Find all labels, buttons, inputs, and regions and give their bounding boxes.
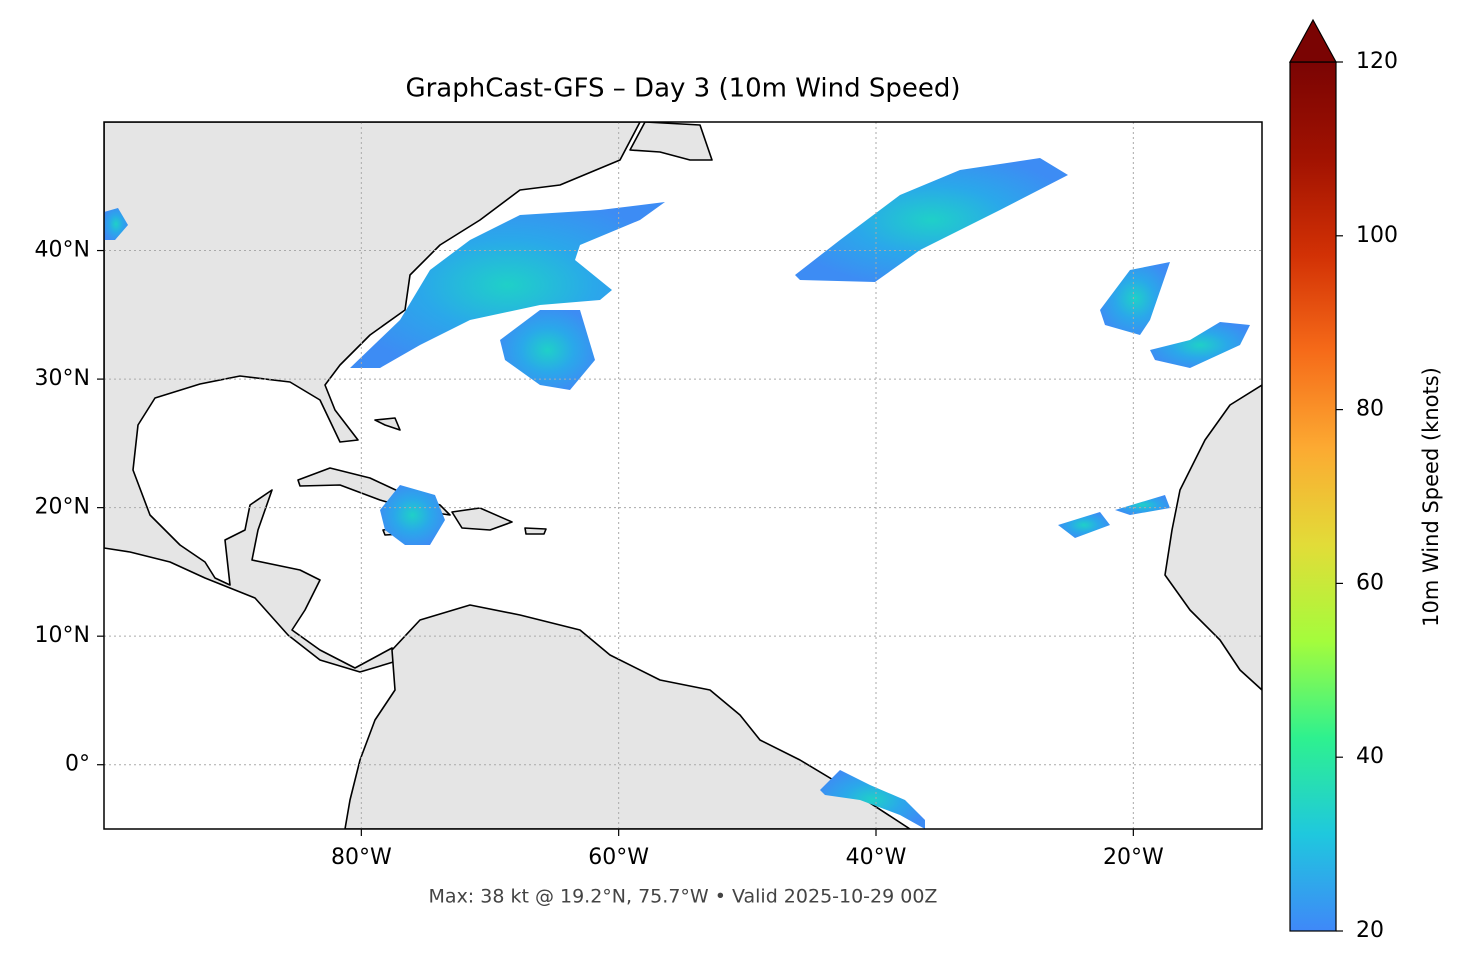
colorbar-tick-label: 20: [1356, 918, 1384, 943]
x-tick-label: 80°W: [331, 845, 392, 870]
colorbar-tick-label: 60: [1356, 570, 1384, 595]
south-america: [344, 604, 911, 829]
wind-area: [380, 485, 445, 545]
annotation: Max: 38 kt @ 19.2°N, 75.7°W • Valid 2025…: [429, 886, 938, 908]
bahamas: [374, 417, 401, 431]
wind-area: [1150, 322, 1250, 368]
wind-field: [104, 158, 1250, 829]
colorbar-tick-label: 80: [1356, 397, 1384, 422]
wind-area: [795, 158, 1068, 282]
y-tick-label: 20°N: [35, 495, 90, 520]
north-america: [104, 122, 641, 673]
colorbar: [1289, 61, 1337, 932]
wind-area: [1115, 495, 1170, 515]
y-tick-label: 30°N: [35, 366, 90, 391]
colorbar-tick-label: 120: [1356, 49, 1398, 74]
wind-area: [1100, 262, 1170, 335]
x-tick-label: 60°W: [588, 845, 649, 870]
wind-area: [350, 202, 665, 368]
greenland-canada: [629, 122, 713, 161]
colorbar-extend: [1288, 18, 1338, 63]
wind-area: [104, 208, 128, 240]
wind-area: [1058, 512, 1110, 538]
y-tick-label: 0°: [65, 752, 90, 777]
colorbar-label: 10m Wind Speed (knots): [1419, 367, 1443, 627]
x-tick-label: 20°W: [1103, 845, 1164, 870]
africa: [1164, 384, 1262, 691]
colorbar-tick-label: 100: [1356, 223, 1398, 248]
wind-area: [820, 770, 925, 829]
plot-frame: [103, 121, 1263, 830]
y-tick-label: 10°N: [35, 623, 90, 648]
grid: [104, 122, 1262, 829]
map: [104, 122, 1262, 829]
y-tick-label: 40°N: [35, 238, 90, 263]
wind-area: [500, 310, 595, 390]
chart-title: GraphCast-GFS – Day 3 (10m Wind Speed): [405, 74, 960, 104]
colorbar-tick-label: 40: [1356, 744, 1384, 769]
puerto-rico: [524, 527, 547, 535]
x-tick-label: 40°W: [846, 845, 907, 870]
hispaniola: [451, 507, 513, 531]
